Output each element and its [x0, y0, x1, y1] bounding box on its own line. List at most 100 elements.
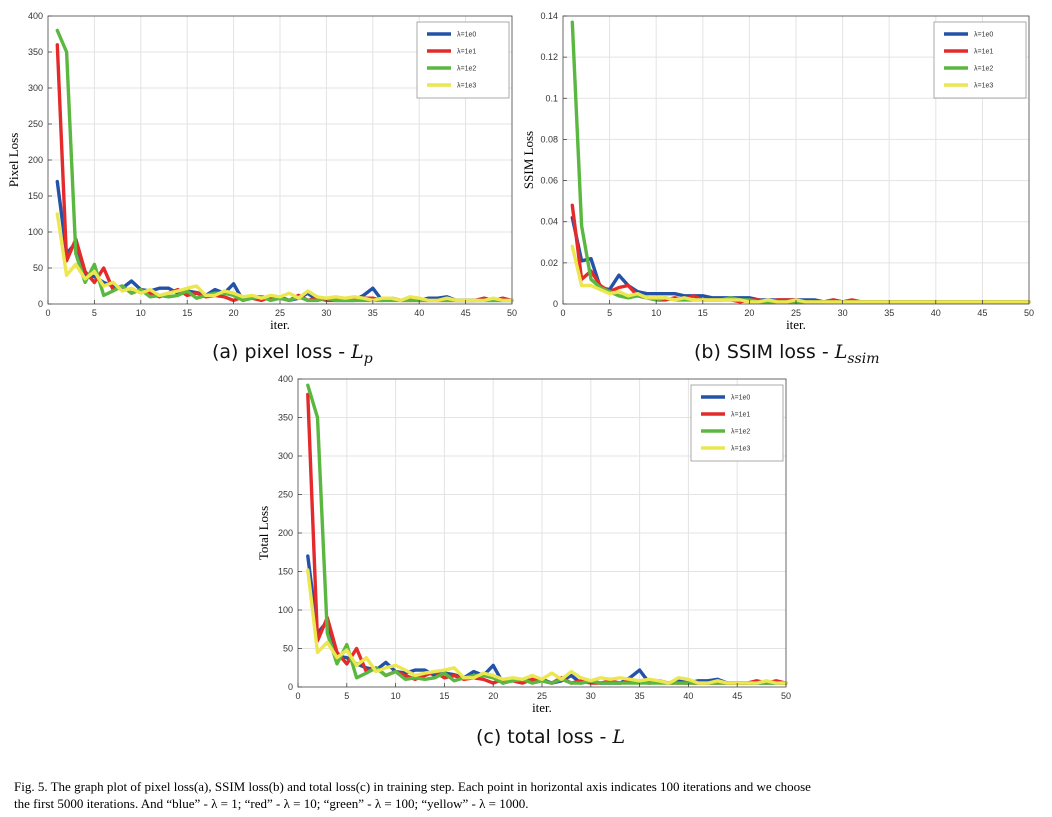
legend-entry-red: λ=1e1: [457, 49, 476, 56]
y-axis-label: SSIM Loss: [521, 131, 536, 189]
x-tick-label: 50: [507, 308, 517, 318]
x-tick-label: 35: [635, 691, 645, 701]
subcaption-c: (c) total loss - L: [476, 726, 625, 748]
legend-entry-green: λ=1e2: [457, 66, 476, 73]
subcaption-c-text: (c) total loss -: [476, 726, 613, 748]
x-tick-label: 30: [586, 691, 596, 701]
series-line-yellow: [55, 212, 514, 303]
y-tick-label: 300: [28, 83, 43, 93]
y-tick-label: 300: [278, 451, 293, 461]
x-tick-label: 35: [368, 308, 378, 318]
y-tick-label: 50: [283, 644, 293, 654]
legend-entry-blue: λ=1e0: [457, 32, 476, 39]
legend: λ=1e0 λ=1e1 λ=1e2 λ=1e3: [416, 21, 510, 99]
subcaption-c-symbol: L: [612, 726, 626, 748]
y-tick-label: 0.12: [540, 52, 558, 62]
subcaption-b-sub: ssim: [847, 350, 880, 367]
y-tick-label: 200: [28, 155, 43, 165]
y-tick-label: 0: [288, 682, 293, 692]
legend: λ=1e0 λ=1e1 λ=1e2 λ=1e3: [933, 21, 1027, 99]
x-tick-label: 45: [732, 691, 742, 701]
x-tick-label: 10: [391, 691, 401, 701]
legend: λ=1e0 λ=1e1 λ=1e2 λ=1e3: [690, 384, 784, 462]
subcaption-b-text: (b) SSIM loss -: [694, 341, 835, 363]
x-tick-label: 5: [607, 308, 612, 318]
x-tick-label: 30: [321, 308, 331, 318]
y-tick-label: 0: [38, 299, 43, 309]
subcaption-a-symbol: L: [351, 341, 364, 363]
y-tick-label: 50: [33, 263, 43, 273]
x-tick-label: 0: [45, 308, 50, 318]
x-tick-label: 20: [744, 308, 754, 318]
legend-entry-blue: λ=1e0: [974, 32, 993, 39]
x-tick-label: 15: [698, 308, 708, 318]
x-tick-label: 15: [182, 308, 192, 318]
x-tick-label: 25: [537, 691, 547, 701]
y-tick-label: 100: [278, 605, 293, 615]
x-tick-label: 15: [439, 691, 449, 701]
x-axis-label: iter.: [532, 700, 552, 715]
y-axis-label: Pixel Loss: [6, 133, 21, 188]
x-tick-label: 40: [931, 308, 941, 318]
x-tick-label: 0: [295, 691, 300, 701]
y-tick-label: 350: [278, 413, 293, 423]
ssim-loss-chart: 0 5 10 15 20 25 30 35 40 45 50 0 0.02 0.04 0.06 0.08 0.1…: [521, 11, 1034, 332]
x-tick-label: 20: [229, 308, 239, 318]
subcaption-b: (b) SSIM loss - Lssim: [694, 341, 879, 367]
y-tick-label: 150: [278, 567, 293, 577]
series-line-yellow: [306, 568, 788, 685]
y-tick-label: 0.04: [540, 217, 558, 227]
total-loss-chart: 0 5 10 15 20 25 30 35 40 45 50 0 50 100 150 200 250 300 35…: [256, 374, 791, 715]
y-tick-label: 400: [278, 374, 293, 384]
x-tick-label: 25: [275, 308, 285, 318]
y-tick-label: 0.14: [540, 11, 558, 21]
figure-caption-line-2: the first 5000 iterations. And “blue” - …: [14, 796, 529, 811]
x-tick-label: 50: [781, 691, 791, 701]
legend-entry-green: λ=1e2: [974, 66, 993, 73]
y-tick-label: 0: [553, 299, 558, 309]
x-tick-label: 50: [1024, 308, 1034, 318]
x-tick-label: 45: [461, 308, 471, 318]
x-tick-label: 10: [651, 308, 661, 318]
x-tick-label: 45: [977, 308, 987, 318]
subcaption-b-symbol: L: [834, 341, 848, 363]
x-tick-label: 0: [560, 308, 565, 318]
y-tick-label: 0.06: [540, 176, 558, 186]
x-tick-label: 20: [488, 691, 498, 701]
legend-entry-yellow: λ=1e3: [457, 83, 476, 90]
x-tick-label: 40: [414, 308, 424, 318]
y-tick-label: 400: [28, 11, 43, 21]
y-tick-label: 150: [28, 191, 43, 201]
x-tick-label: 25: [791, 308, 801, 318]
x-tick-label: 30: [838, 308, 848, 318]
y-tick-label: 250: [28, 119, 43, 129]
figure-caption: Fig. 5. The graph plot of pixel loss(a),…: [14, 778, 1044, 812]
y-tick-label: 200: [278, 528, 293, 538]
legend-entry-red: λ=1e1: [731, 412, 750, 419]
x-axis-label: iter.: [786, 317, 806, 332]
legend-entry-red: λ=1e1: [974, 49, 993, 56]
y-tick-label: 0.08: [540, 134, 558, 144]
y-tick-label: 100: [28, 227, 43, 237]
legend-entry-yellow: λ=1e3: [731, 446, 750, 453]
x-tick-label: 5: [92, 308, 97, 318]
y-tick-label: 0.1: [545, 93, 558, 103]
x-tick-label: 10: [136, 308, 146, 318]
y-tick-label: 350: [28, 47, 43, 57]
legend-entry-green: λ=1e2: [731, 429, 750, 436]
legend-entry-yellow: λ=1e3: [974, 83, 993, 90]
y-axis-label: Total Loss: [256, 506, 271, 560]
figure-caption-line-1: Fig. 5. The graph plot of pixel loss(a),…: [14, 779, 811, 794]
x-axis-label: iter.: [270, 317, 290, 332]
y-tick-label: 250: [278, 490, 293, 500]
subcaption-a: (a) pixel loss - Lp: [212, 341, 373, 367]
x-tick-label: 5: [344, 691, 349, 701]
subcaption-a-text: (a) pixel loss -: [212, 341, 352, 363]
pixel-loss-chart: 0 5 10 15 20 25 30 35 40 45 50 0 50 100 150 200 250 300 35…: [6, 11, 517, 332]
legend-entry-blue: λ=1e0: [731, 395, 750, 402]
x-tick-label: 40: [683, 691, 693, 701]
series-line-yellow: [570, 244, 1031, 304]
x-tick-label: 35: [884, 308, 894, 318]
subcaption-a-sub: p: [363, 350, 373, 367]
y-tick-label: 0.02: [540, 258, 558, 268]
